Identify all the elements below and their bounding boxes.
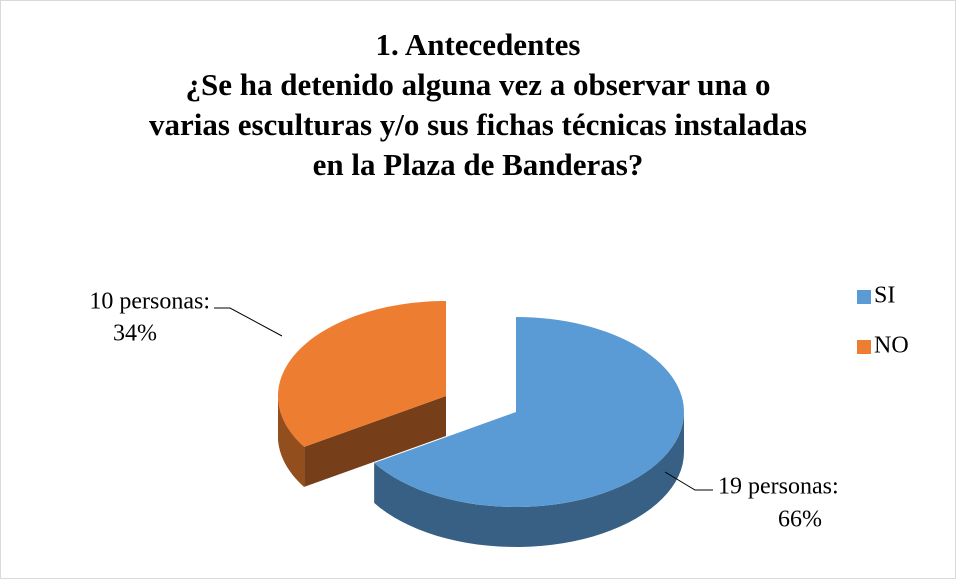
- data-label: 34%: [113, 321, 157, 347]
- chart-title: en la Plaza de Banderas?: [313, 147, 644, 182]
- leader-line: [214, 307, 283, 337]
- legend-label: NO: [874, 333, 909, 359]
- slice-side: [278, 396, 305, 487]
- slice-cut-face: [304, 396, 446, 487]
- data-label: 66%: [778, 507, 822, 533]
- chart-title: ¿Se ha detenido alguna vez a observar un…: [185, 67, 770, 102]
- legend-label: SI: [874, 283, 895, 309]
- pie-slice: [374, 317, 684, 507]
- legend-swatch: [857, 340, 871, 354]
- data-label: 10 personas:: [89, 289, 210, 315]
- slice-side: [374, 412, 684, 547]
- legend-swatch: [857, 290, 871, 304]
- data-label: 19 personas:: [718, 474, 839, 500]
- chart-title: varias esculturas y/o sus fichas técnica…: [149, 107, 807, 142]
- leader-line: [664, 471, 713, 491]
- pie-slice: [278, 301, 446, 447]
- chart-title: 1. Antecedentes: [376, 27, 581, 62]
